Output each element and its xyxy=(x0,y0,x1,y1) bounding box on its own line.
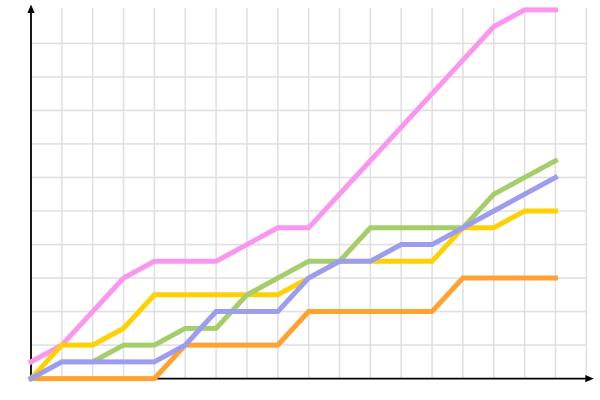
series-green-line xyxy=(27,157,559,382)
series-violet-line xyxy=(27,7,558,366)
series-periwinkle-line xyxy=(27,174,559,382)
y-axis-arrow-icon xyxy=(27,4,35,13)
x-axis-arrow-icon xyxy=(585,375,594,383)
axes xyxy=(27,4,594,383)
series-orange-line xyxy=(28,275,558,382)
series-lines xyxy=(27,7,559,383)
gridlines xyxy=(31,8,588,379)
